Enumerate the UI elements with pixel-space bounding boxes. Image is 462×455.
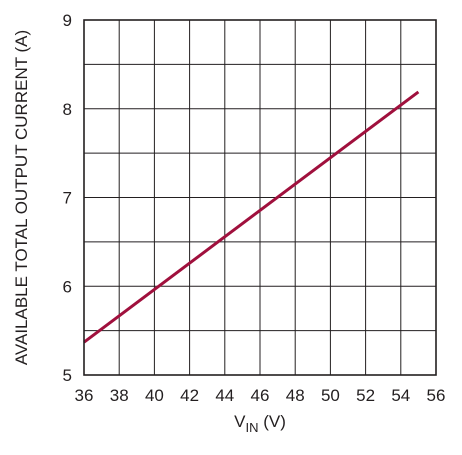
x-tick-label: 52 bbox=[356, 386, 375, 405]
series-line bbox=[83, 90, 420, 344]
grid bbox=[84, 20, 436, 375]
x-axis-title: VIN (V) bbox=[234, 412, 286, 435]
y-tick-label: 7 bbox=[63, 189, 72, 208]
x-tick-label: 40 bbox=[145, 386, 164, 405]
x-tick-label: 44 bbox=[215, 386, 234, 405]
x-tick-label: 42 bbox=[180, 386, 199, 405]
x-tick-label: 48 bbox=[286, 386, 305, 405]
series-layer bbox=[83, 90, 420, 344]
y-tick-label: 8 bbox=[63, 100, 72, 119]
y-tick-label: 5 bbox=[63, 366, 72, 385]
y-tick-label: 9 bbox=[63, 11, 72, 30]
x-tick-label: 54 bbox=[391, 386, 410, 405]
x-tick-label: 38 bbox=[110, 386, 129, 405]
y-tick-label: 6 bbox=[63, 277, 72, 296]
x-tick-label: 56 bbox=[427, 386, 446, 405]
x-axis-title-unit: (V) bbox=[258, 412, 285, 431]
plot-frame bbox=[83, 19, 437, 376]
x-tick-label: 46 bbox=[251, 386, 270, 405]
y-axis-title: AVAILABLE TOTAL OUTPUT CURRENT (A) bbox=[12, 30, 31, 365]
x-tick-label: 50 bbox=[321, 386, 340, 405]
x-axis-title-main: V bbox=[234, 412, 246, 431]
x-tick-label: 36 bbox=[75, 386, 94, 405]
x-axis-title-subscript: IN bbox=[245, 420, 258, 435]
